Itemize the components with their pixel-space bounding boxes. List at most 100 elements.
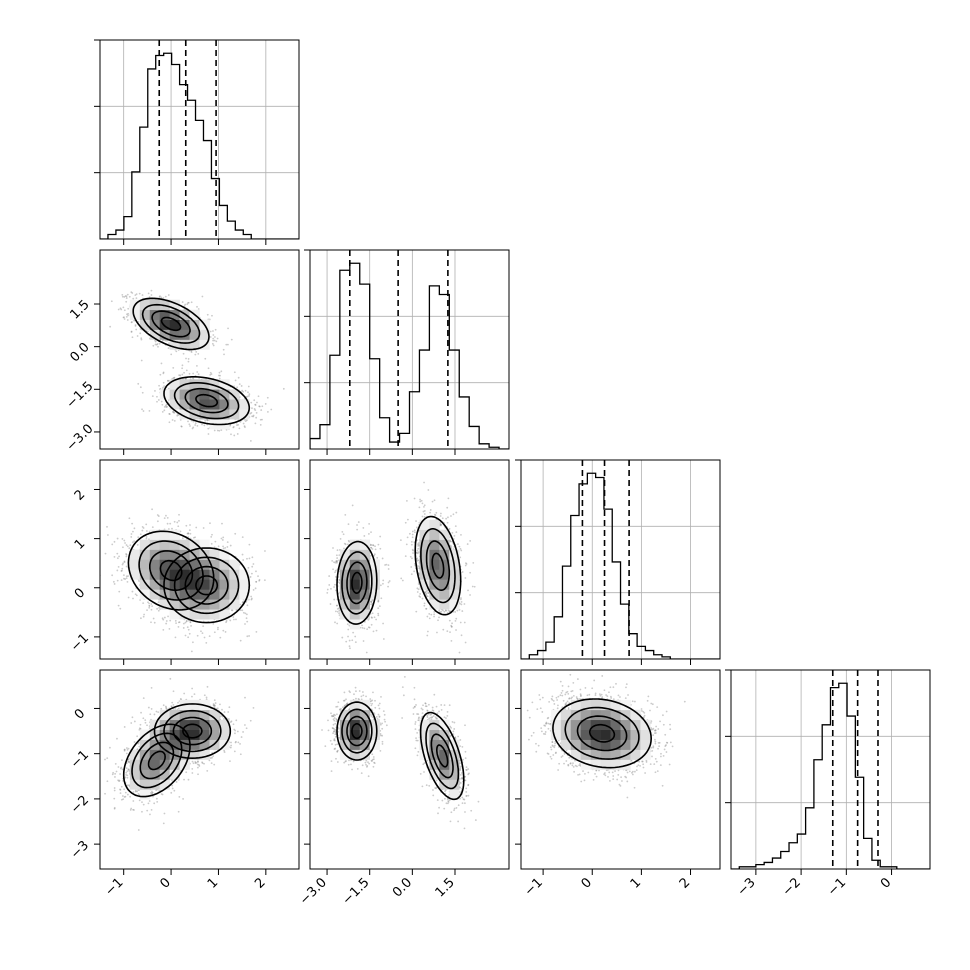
scatter-point (161, 617, 164, 620)
scatter-point (241, 609, 244, 612)
scatter-point (156, 520, 159, 523)
scatter-point (142, 410, 145, 412)
scatter-point (239, 609, 242, 612)
scatter-point (126, 293, 129, 296)
scatter-point (238, 427, 241, 430)
scatter-point (125, 575, 128, 578)
scatter-point (120, 308, 123, 311)
scatter-point (217, 626, 219, 629)
scatter-point (248, 395, 250, 397)
scatter-point (258, 579, 261, 582)
scatter-point (133, 540, 136, 542)
scatter-point (194, 424, 197, 426)
scatter-point (116, 569, 119, 572)
scatter-point (218, 371, 221, 374)
scatter-point (151, 508, 153, 511)
scatter-point (222, 536, 225, 539)
scatter-point (254, 422, 257, 425)
scatter-point (206, 313, 209, 316)
scatter-point (185, 357, 187, 360)
scatter-point (160, 400, 163, 403)
scatter-point (180, 425, 183, 428)
scatter-point (250, 598, 253, 601)
scatter-point (154, 340, 157, 343)
scatter-point (174, 636, 177, 639)
scatter-point (187, 301, 190, 304)
density-cell (169, 299, 180, 310)
scatter-point (128, 517, 131, 520)
x-tick-label: −1 (825, 875, 849, 899)
scatter-point (255, 416, 258, 419)
scatter-point (246, 419, 248, 422)
scatter-point (150, 294, 153, 296)
scatter-point (192, 377, 194, 380)
density-cell (179, 389, 190, 400)
histogram-panel-1 (310, 250, 509, 449)
density-cell (169, 319, 180, 330)
scatter-point (186, 303, 189, 306)
scatter-point (135, 594, 138, 597)
scatter-point (154, 390, 156, 392)
scatter-point (189, 524, 191, 526)
scatter-point (194, 422, 197, 425)
scatter-point (204, 419, 207, 422)
scatter-point (192, 420, 195, 423)
scatter-point (157, 601, 160, 604)
scatter-point (190, 350, 193, 352)
scatter-point (130, 291, 133, 294)
scatter-point (242, 422, 245, 425)
scatter-point (123, 316, 125, 319)
scatter-point (246, 635, 249, 638)
scatter-point (244, 420, 247, 423)
scatter-point (224, 546, 227, 549)
scatter-point (134, 325, 137, 327)
scatter-point (232, 425, 235, 428)
scatter-point (197, 352, 200, 355)
scatter-point (179, 374, 182, 377)
scatter-point (241, 389, 244, 392)
scatter-point (163, 406, 166, 408)
density-cell (179, 399, 190, 410)
contour-line (184, 387, 229, 414)
scatter-point (187, 360, 190, 363)
scatter-point (160, 296, 163, 299)
scatter-point (207, 427, 210, 430)
scatter-point (166, 405, 168, 408)
scatter-point (140, 617, 142, 620)
scatter-point (212, 337, 215, 340)
scatter-point (177, 621, 180, 624)
y-tick-label: −3.0 (64, 421, 97, 454)
scatter-point (172, 411, 174, 413)
panel-frame-1-0 (99, 249, 300, 450)
scatter-point (142, 527, 145, 529)
scatter-point (145, 523, 148, 526)
scatter-point (236, 433, 239, 435)
scatter-point (242, 601, 244, 603)
scatter-point (270, 408, 273, 411)
scatter-point (212, 344, 215, 347)
scatter-point (117, 565, 120, 568)
density-cell (239, 409, 250, 420)
scatter-point (187, 636, 190, 639)
scatter-point (247, 385, 250, 388)
scatter-point (182, 622, 185, 625)
scatter-point (123, 539, 126, 542)
scatter-point (157, 399, 160, 401)
scatter-point (219, 374, 221, 377)
scatter-point (119, 607, 122, 610)
scatter-point (148, 409, 151, 412)
scatter-point (117, 604, 120, 607)
scatter-point (94, 292, 96, 294)
scatter-point (168, 627, 171, 630)
scatter-point (133, 319, 136, 322)
scatter-point (254, 403, 257, 406)
scatter-point (173, 420, 176, 422)
scatter-point (190, 625, 192, 627)
histogram-panel-0 (100, 40, 299, 239)
scatter-point (233, 371, 236, 374)
density-cell (209, 399, 220, 410)
scatter-point (183, 371, 185, 374)
density-cell (179, 319, 190, 330)
contour-line (173, 382, 240, 420)
scatter-point (226, 541, 229, 544)
